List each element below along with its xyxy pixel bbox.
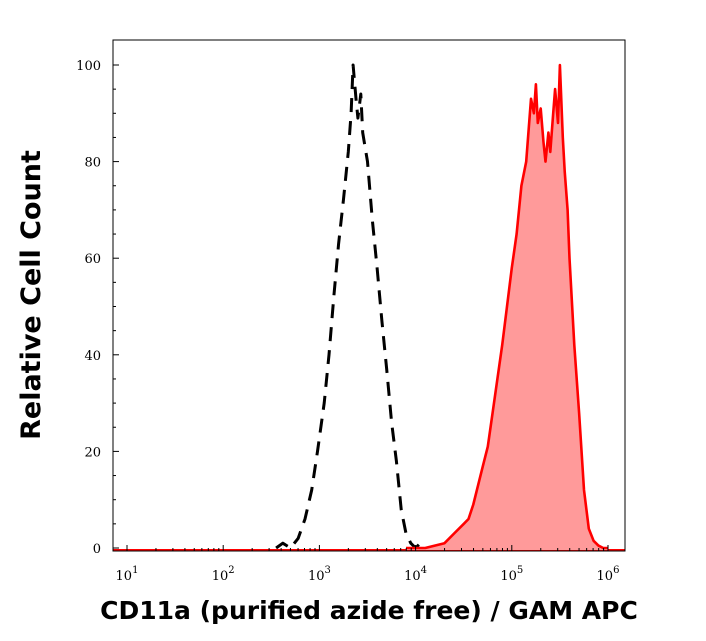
x-tick-exponent: 5 [517,565,523,576]
plot-frame [112,39,626,552]
x-tick-base: 10 [500,569,517,584]
x-tick-base: 10 [308,569,325,584]
x-tick-base: 10 [404,569,421,584]
x-tick-base: 10 [116,569,133,584]
y-tick-label: 20 [84,445,101,460]
x-tick-exponent: 2 [228,565,234,576]
x-tick-label: 106 [597,565,620,584]
x-tick-label: 103 [308,565,331,584]
x-tick-exponent: 3 [324,565,330,576]
x-tick-label: 101 [116,565,139,584]
series-line-0 [275,63,427,550]
y-tick-label: 0 [93,542,101,557]
x-axis-title: CD11a (purified azide free) / GAM APC [100,596,638,625]
x-tick-base: 10 [212,569,229,584]
x-tick-exponent: 6 [613,565,619,576]
x-tick-label: 102 [212,565,235,584]
y-axis-title: Relative Cell Count [16,150,47,440]
series-line-1 [406,63,608,550]
x-tick-exponent: 4 [421,565,427,576]
plot-area [113,63,625,551]
x-tick-exponent: 1 [132,565,138,576]
y-tick-label: 60 [84,252,101,267]
x-tick-base: 10 [597,569,614,584]
y-tick-label: 80 [84,156,101,171]
y-tick-label: 100 [76,59,101,74]
x-tick-label: 104 [404,565,427,584]
x-tick-label: 105 [500,565,523,584]
y-tick-label: 40 [84,349,101,364]
